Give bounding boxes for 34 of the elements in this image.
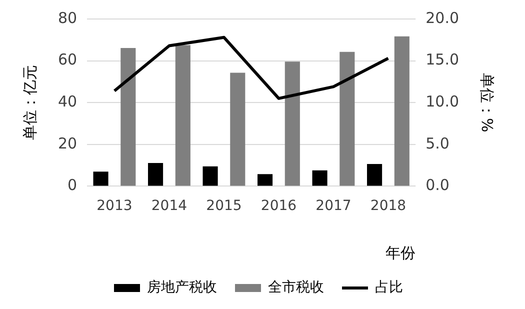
x-tick-label: 2016 (260, 198, 297, 214)
legend-label: 占比 (375, 280, 403, 296)
bar (284, 62, 300, 186)
y-axis-title: 单位：亿元 (20, 65, 39, 140)
y2-tick-label: 0.0 (426, 176, 450, 194)
y2-tick-label: 10.0 (426, 92, 460, 110)
bar (175, 45, 190, 186)
y-tick-label: 0 (68, 176, 78, 194)
bar (93, 172, 108, 186)
y2-tick-label: 15.0 (426, 50, 460, 69)
bar (202, 166, 218, 186)
legend-label: 房地产税收 (147, 280, 217, 296)
x-tick-label: 2018 (370, 198, 406, 214)
x-tick-label: 2013 (96, 198, 132, 214)
y-tick-label: 80 (58, 8, 78, 27)
bar (312, 170, 328, 186)
x-tick-label: 2015 (206, 198, 242, 214)
y2-tick-label: 20.0 (426, 8, 460, 27)
bar (340, 52, 355, 186)
y2-axis-title: 单位：% (478, 72, 496, 132)
x-axis-title: 年份 (386, 244, 416, 262)
y-tick-label: 20 (58, 134, 78, 152)
y-tick-label: 60 (58, 50, 78, 69)
bar (394, 36, 410, 186)
bar (258, 174, 273, 186)
bar (148, 163, 164, 186)
x-tick-label: 2014 (151, 198, 188, 214)
y-tick-label: 40 (58, 92, 78, 110)
legend-label: 全市税收 (268, 280, 324, 296)
x-tick-label: 2017 (316, 198, 352, 214)
bar (230, 72, 246, 186)
y2-tick-label: 5.0 (426, 134, 450, 152)
bar (120, 48, 136, 186)
bar (367, 164, 382, 186)
